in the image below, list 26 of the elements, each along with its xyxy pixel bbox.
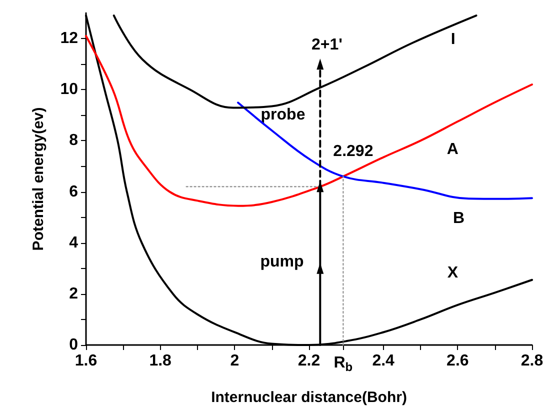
y-axis-title: Potential energy(ev) [30, 107, 47, 251]
x-tick-label: 2.2 [298, 352, 320, 370]
annotation: pump [260, 254, 304, 270]
annotation: probe [260, 106, 306, 124]
x-tick-label: 2.4 [372, 352, 395, 370]
series-label: X [447, 264, 458, 282]
series-label: I [450, 31, 456, 48]
x-tick-label: 2.8 [520, 352, 544, 370]
y-tick-label: 10 [60, 81, 78, 98]
series-label: A [446, 141, 459, 158]
y-tick-label: 4 [69, 234, 78, 252]
line-series [85, 34, 533, 207]
x-tick-label: 2.6 [446, 352, 469, 370]
x-axis-title: Internuclear distance(Bohr) [211, 389, 407, 406]
line-series [237, 102, 533, 200]
x-tick-label: 1.6 [74, 352, 98, 370]
y-tick-label: 12 [60, 30, 78, 48]
x-tick-label: 1.8 [149, 352, 172, 370]
annotation: 2+1' [312, 36, 342, 54]
series-label: B [453, 210, 465, 228]
x-tick-label: 2 [230, 352, 240, 370]
y-tick-label: 2 [69, 285, 78, 302]
annotation: 2.292 [333, 142, 374, 160]
y-tick-label: 0 [69, 336, 78, 354]
y-tick-label: 6 [69, 183, 78, 200]
y-tick-label: 8 [69, 132, 78, 150]
